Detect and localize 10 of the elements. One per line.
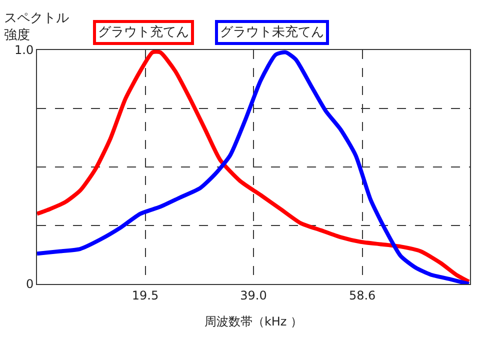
y-tick-label: 1.0	[14, 43, 34, 58]
series-label: グラウト未充てん	[220, 25, 324, 40]
x-tick-label: 39.0	[240, 288, 267, 302]
x-axis-title: 周波数帯（kHz ）	[204, 314, 303, 328]
line-series	[37, 50, 470, 284]
x-tick-label: 19.5	[132, 288, 159, 302]
y-tick-label: 0	[26, 277, 34, 292]
x-tick-label: 58.6	[348, 288, 376, 302]
y-axis-title: スペクトル強度	[4, 11, 69, 43]
series-label: グラウト充てん	[98, 25, 189, 40]
